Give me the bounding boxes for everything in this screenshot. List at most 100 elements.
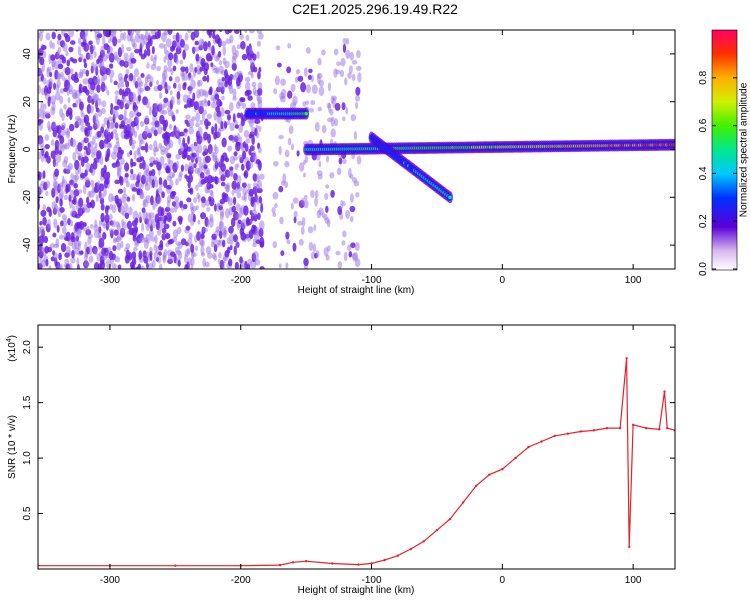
- spectrogram-cell: [56, 71, 61, 81]
- spectrogram-cell: [60, 242, 67, 253]
- spectrogram-cell: [338, 157, 343, 165]
- spectrogram-cell: [199, 172, 205, 179]
- spectrogram-cell: [47, 218, 51, 229]
- spectrogram-cell: [151, 179, 156, 189]
- spectrogram-cell: [68, 262, 73, 269]
- spectrogram-cell: [145, 168, 150, 177]
- spectrogram-cell: [308, 241, 314, 251]
- spectrogram-cell: [138, 211, 142, 222]
- spectrogram-cell: [185, 225, 191, 231]
- snr-data-point: [370, 562, 373, 565]
- spectrogram-cell: [179, 38, 186, 48]
- spectrogram-cell: [130, 168, 134, 175]
- spectrogram-cell: [158, 221, 164, 231]
- spectrogram-cell: [92, 45, 96, 51]
- spectrogram-cell: [102, 53, 108, 62]
- spectrogram-cell: [193, 142, 199, 153]
- spectrogram-cell: [56, 225, 60, 233]
- spectrogram-cell: [137, 171, 142, 180]
- spectrogram-cell: [139, 139, 145, 145]
- spectrogram-cell: [55, 196, 59, 204]
- spectrogram-cell: [61, 214, 67, 220]
- spectrogram-cell: [143, 49, 148, 58]
- spectrogram-cell: [255, 124, 259, 130]
- spectrogram-cell: [226, 182, 230, 193]
- spectrogram-cell: [155, 146, 160, 153]
- spectrogram-cell: [67, 138, 72, 147]
- spectrogram-cell: [111, 263, 117, 269]
- spectrogram-cell: [173, 82, 177, 89]
- spectrogram-cell: [192, 213, 196, 223]
- spectrogram-cell: [124, 73, 129, 79]
- spectrogram-cell: [100, 212, 105, 223]
- y-tick-label: -20: [22, 190, 33, 205]
- spectrogram-cell: [119, 82, 125, 88]
- spectrogram-cell: [276, 62, 282, 68]
- spectrogram-cell: [106, 131, 112, 143]
- spectrogram-cell: [197, 194, 201, 203]
- spectrogram-cell: [238, 73, 243, 83]
- spectrogram-cell: [220, 81, 226, 91]
- spectrogram-cell: [218, 251, 222, 259]
- spectrogram-cell: [311, 84, 318, 95]
- spectrogram-cell: [59, 71, 64, 77]
- spectrogram-cell: [149, 246, 153, 253]
- spectrogram-cell: [214, 176, 219, 185]
- spectrogram-cell: [58, 252, 62, 261]
- spectrogram-cell: [85, 162, 91, 173]
- snr-data-point: [665, 426, 669, 430]
- spectrogram-cell: [197, 126, 203, 137]
- spectrogram-cell: [243, 205, 249, 216]
- spectrogram-cell: [59, 263, 63, 269]
- spectrogram-cell: [200, 239, 205, 247]
- spectrogram-cell: [256, 51, 260, 60]
- spectrogram-cell: [229, 122, 235, 132]
- spectrogram-cell: [84, 261, 90, 267]
- spectrogram-cell: [273, 160, 279, 167]
- spectrogram-cell: [167, 58, 173, 68]
- spectrogram-cell: [74, 89, 81, 99]
- spectrogram-cell: [140, 145, 146, 151]
- spectrogram-cell: [146, 99, 150, 109]
- bottom-ylabel: SNR (10 * v/v): [7, 415, 18, 479]
- spectrogram-cell: [154, 234, 158, 245]
- spectrogram-cell: [134, 226, 139, 234]
- spectrogram-cell: [307, 226, 314, 234]
- spectrogram-cell: [237, 219, 242, 225]
- spectrogram-cell: [254, 119, 261, 124]
- spectrogram-cell: [159, 114, 165, 125]
- spectrogram-cell: [182, 72, 189, 82]
- spectrogram-cell: [52, 30, 54, 31]
- spectrogram-cell: [165, 132, 171, 139]
- spectrogram-cell: [226, 120, 231, 126]
- spectrogram-cell: [82, 184, 87, 195]
- spectrogram-cell: [243, 192, 247, 202]
- spectrogram-cell: [257, 146, 262, 154]
- spectrogram-cell: [221, 137, 227, 148]
- spectrogram-cell: [85, 137, 90, 143]
- snr-data-point: [592, 429, 596, 432]
- spectrogram-cell: [342, 201, 346, 206]
- snr-data-point: [658, 428, 661, 431]
- spectrogram-cell: [131, 257, 137, 266]
- spectrogram-cell: [51, 31, 56, 40]
- spectrogram-cell: [77, 240, 82, 246]
- spectrogram-cell: [38, 138, 45, 148]
- spectrogram-cell: [244, 143, 249, 152]
- spectrogram-cell: [190, 79, 196, 90]
- spectrogram-cell: [348, 251, 353, 258]
- spectrogram-cell: [44, 151, 49, 158]
- spectrogram-cell: [45, 191, 49, 196]
- spectrogram-cell: [314, 121, 320, 132]
- spectrogram-cell: [59, 135, 65, 145]
- spectrogram-cell: [137, 263, 142, 269]
- spectrogram-cell: [299, 162, 305, 172]
- spectrogram-cell: [189, 63, 194, 73]
- spectrogram-cell: [257, 160, 262, 171]
- spectrogram-cell: [220, 162, 226, 172]
- spectrogram-cell: [206, 207, 211, 212]
- spectrogram-cell: [117, 146, 122, 153]
- spectrogram-cell: [195, 112, 201, 123]
- spectrogram-cell: [44, 111, 51, 116]
- spectrogram-cell: [287, 90, 293, 99]
